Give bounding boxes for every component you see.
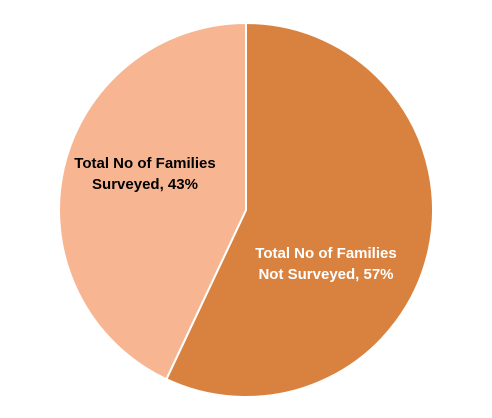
pie-slices <box>58 22 434 398</box>
slice-label-not-surveyed: Total No of Families Not Surveyed, 57% <box>255 245 396 283</box>
slice-label-line: Not Surveyed, 57% <box>258 266 393 283</box>
slice-label-line: Total No of Families <box>74 155 215 172</box>
slice-label-surveyed: Total No of Families Surveyed, 43% <box>74 155 215 193</box>
slice-label-line: Surveyed, 43% <box>92 176 198 193</box>
pie-slice-surveyed <box>58 22 247 381</box>
pie-slice-labels: Total No of Families Not Surveyed, 57%Tot… <box>74 155 396 283</box>
slice-label-line: Total No of Families <box>255 245 396 262</box>
pie-slice-not-surveyed <box>165 22 434 398</box>
